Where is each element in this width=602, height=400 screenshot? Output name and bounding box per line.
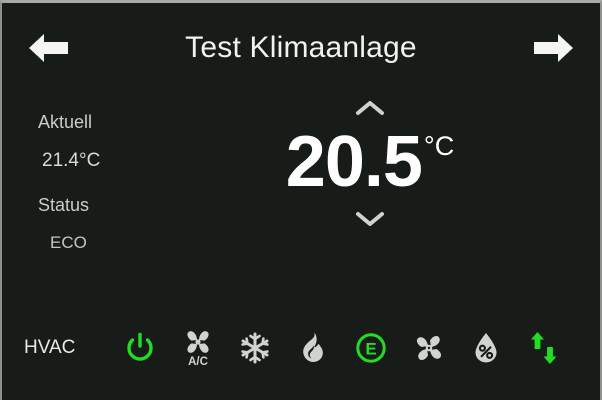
swing-arrows-icon [527,330,561,366]
setpoint-readout: 20.5 °C [285,122,455,202]
header-bar: Test Klimaanlage [2,17,600,79]
current-temperature-label: Aktuell [38,112,93,132]
hvac-ac-button[interactable]: A/C [176,325,220,371]
climate-main-area: Aktuell 21.4°C Status ECO 20.5 °C [2,95,600,300]
hvac-swing-button[interactable] [522,325,566,371]
hvac-icon-strip: A/C [110,325,600,371]
status-label: Status [38,195,90,215]
hvac-cool-button[interactable] [233,325,277,371]
hvac-label: HVAC [24,337,76,358]
current-temperature-value: 21.4°C [42,150,101,171]
snowflake-icon [238,331,272,365]
previous-device-button[interactable] [24,26,74,70]
hvac-power-button[interactable] [118,325,162,371]
hvac-heat-button[interactable] [291,325,335,371]
hvac-fan-button[interactable] [407,325,451,371]
current-status-column: Aktuell 21.4°C Status ECO [38,113,218,251]
arrow-left-icon [27,30,71,66]
status-value: ECO [50,233,87,252]
setpoint-control: 20.5 °C [220,95,520,295]
flame-icon [298,331,328,365]
ac-fan-icon: A/C [180,327,216,369]
chevron-down-icon [355,210,385,228]
hvac-eco-button[interactable]: E [349,325,393,371]
svg-text:A/C: A/C [188,356,208,368]
power-icon [123,331,157,365]
temperature-increase-button[interactable] [343,95,397,121]
chevron-up-icon [355,99,385,117]
setpoint-value: 20.5 [285,122,423,202]
fan-icon [411,330,447,366]
page-title: Test Klimaanlage [185,31,417,64]
svg-text:E: E [365,339,376,358]
eco-circle-e-icon: E [354,331,388,365]
hvac-mode-bar: HVAC [2,313,600,383]
arrow-right-icon [531,30,575,66]
next-device-button[interactable] [528,26,578,70]
humidity-droplet-icon [472,331,500,365]
temperature-decrease-button[interactable] [343,206,397,232]
setpoint-unit: °C [423,131,455,161]
hvac-humidity-button[interactable] [464,325,508,371]
